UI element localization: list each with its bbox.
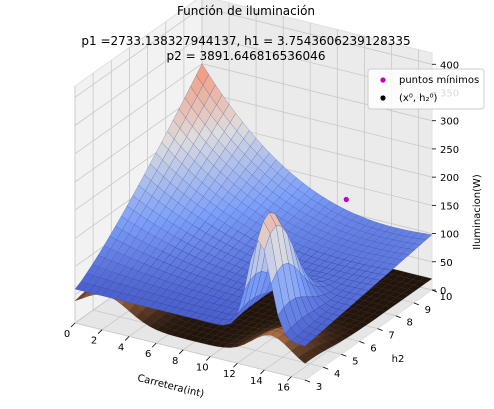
x-tick [178,349,184,355]
z-tick-label: 200 [440,173,459,184]
legend-marker-x0 [380,95,386,101]
chart-subtitle-line1: p1 =2733.138327944137, h1 = 3.7543606239… [81,34,410,48]
x-tick-label: 8 [172,356,178,367]
z-tick-label: 400 [440,60,459,71]
y-tick [395,315,401,319]
y-tick-label: 4 [334,369,340,380]
y-tick-label: 9 [425,305,431,316]
y-tick [341,353,347,357]
x-tick-label: 6 [145,349,151,360]
x-tick [233,362,238,368]
x-tick-label: 10 [196,363,209,374]
z-axis-label: Iluminacion(W) [472,174,483,250]
x-tick [70,322,76,328]
min-point-marker [343,196,349,203]
x-tick [206,356,211,361]
min-points [343,196,349,203]
x-tick-label: 0 [64,329,70,340]
y-axis-label: h2 [392,354,405,365]
grid-z [74,6,433,98]
legend-box [367,68,485,110]
surface-lower-quad [297,353,312,364]
y-tick-label: 7 [388,331,394,342]
z-tick-label: 300 [440,117,459,128]
y-tick [377,328,383,331]
y-tick-label: 6 [370,343,376,354]
y-tick-label: 5 [352,356,358,367]
x-tick [151,342,157,348]
grid-z [74,35,433,126]
x-tick [287,376,292,381]
x-tick-label: 12 [223,369,236,380]
x-tick-label: 2 [91,336,97,347]
y-tick [322,366,329,370]
y-tick-label: 8 [407,318,413,329]
y-tick-label: 3 [316,382,322,393]
legend: puntos mínimos (x⁰, h₂⁰) [367,68,485,110]
legend-label-min: puntos mínimos [399,74,479,86]
chart-subtitle-line2: p2 = 3891.646816536046 [167,49,326,63]
x-tick-label: 4 [118,342,124,353]
surface-upper-quad [297,339,312,347]
y-tick [413,302,420,306]
x-tick [124,336,130,341]
z-tick-label: 250 [440,145,459,156]
z-tick-label: 0 [440,286,446,297]
legend-label-x0: (x⁰, h₂⁰) [399,93,438,104]
y-tick [304,379,311,383]
x-tick [260,369,265,375]
z-tick-label: 100 [440,230,459,241]
x-tick-label: 14 [250,376,263,387]
chart-title: Función de iluminación [177,4,315,18]
x-axis-label: Carretera(int) [136,373,205,400]
x-tick [97,329,103,334]
y-tick-label: 10 [440,292,453,303]
surface-mesh [74,63,433,364]
z-tick-label: 150 [440,201,459,212]
z-tick-label: 50 [440,258,453,269]
legend-marker-min [380,77,386,83]
y-tick [359,341,365,344]
x-tick-label: 16 [277,383,290,394]
